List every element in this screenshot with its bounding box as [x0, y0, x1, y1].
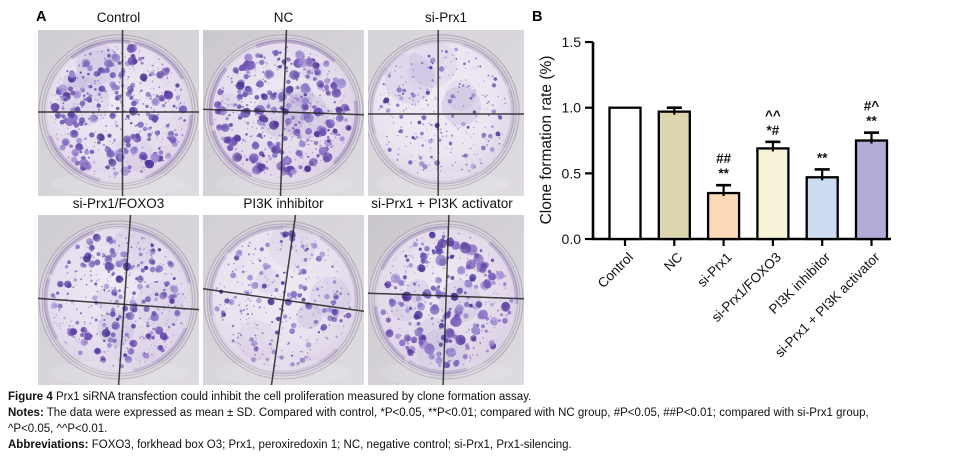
abbreviations-text: FOXO3, forkhead box O3; Prx1, peroxiredo… — [91, 439, 572, 451]
significance-marker: *# — [767, 123, 780, 138]
significance-marker: ** — [718, 166, 729, 181]
clone-formation-bar-chart: 0.0 0.5 1.0 1.5 Clone formation rate (%) Cont… — [536, 14, 956, 376]
bar-3 — [706, 191, 741, 241]
figure-title-text: Prx1 siRNA transfection could inhibit th… — [55, 391, 532, 403]
bar-5 — [805, 176, 839, 241]
significance-marker: ## — [716, 151, 732, 166]
significance-marker: ** — [817, 150, 828, 165]
quadrant-cross — [368, 215, 524, 385]
panel-a-label: A — [36, 9, 47, 25]
dish-title-nc: NC — [273, 10, 294, 25]
caption-title-line: Figure 4 Prx1 siRNA transfection could i… — [8, 389, 952, 405]
notes-label: Notes: — [8, 407, 44, 419]
dish-title-si-prx1-foxo3: si-Prx1/FOXO3 — [72, 196, 165, 211]
dish-title-si-prx1: si-Prx1 — [424, 10, 467, 25]
petri-dish-photo-control — [38, 30, 199, 196]
bar-4 — [756, 147, 790, 241]
quadrant-cross — [38, 30, 199, 196]
notes-text-2: ^P<0.05, ^^P<0.01. — [8, 423, 108, 435]
x-tick-label: NC — [661, 249, 686, 274]
significance-marker: #^ — [864, 99, 880, 114]
y-tick-label: 0.0 — [562, 231, 582, 247]
petri-dish-photo-si-prx1-foxo3 — [38, 215, 199, 385]
colonies — [50, 43, 188, 179]
notes-text-1: The data were expressed as mean ± SD. Co… — [46, 407, 869, 419]
y-tick-label: 0.5 — [562, 165, 582, 181]
quadrant-cross — [203, 215, 364, 385]
caption-abbreviations: Abbreviations: FOXO3, forkhead box O3; P… — [8, 437, 952, 453]
x-tick-label: si-Prx1 — [694, 250, 734, 290]
significance-marker: ^^ — [765, 108, 781, 123]
quadrant-cross — [368, 30, 524, 196]
bar-1 — [608, 106, 642, 241]
panel-b-label: B — [532, 9, 543, 25]
petri-dish-photo-nc — [203, 30, 364, 196]
bar-2 — [657, 110, 691, 241]
petri-dish-photo-si-prx1-pi3k-activator — [368, 215, 524, 385]
y-tick-label: 1.0 — [562, 100, 582, 116]
figure-number: Figure 4 — [8, 391, 53, 403]
dish-title-control: Control — [96, 10, 141, 25]
bar-6 — [854, 139, 889, 241]
petri-dish-photo-si-prx1 — [368, 30, 524, 196]
colonies — [50, 233, 187, 369]
caption-notes-line1: Notes: The data were expressed as mean ±… — [8, 405, 952, 421]
figure-caption: Figure 4 Prx1 siRNA transfection could i… — [8, 389, 952, 453]
y-axis-label: Clone formation rate (%) — [538, 56, 555, 225]
petri-dish-photo-pi3k-inhibitor — [203, 215, 364, 385]
significance-marker: ** — [866, 114, 877, 129]
y-tick-label: 1.5 — [562, 34, 582, 50]
dish-title-pi3k-inhibitor: PI3K inhibitor — [243, 196, 324, 211]
colonies — [380, 231, 514, 369]
dish-title-si-prx1-pi3k-activator: si-Prx1 + PI3K activator — [371, 196, 513, 211]
x-tick-label: Control — [595, 250, 636, 291]
abbreviations-label: Abbreviations: — [8, 439, 89, 451]
quadrant-cross — [38, 215, 199, 385]
caption-notes-line2: ^P<0.05, ^^P<0.01. — [8, 421, 952, 437]
dish-interior — [372, 42, 512, 182]
colonies — [378, 47, 507, 179]
quadrant-cross — [203, 30, 364, 196]
